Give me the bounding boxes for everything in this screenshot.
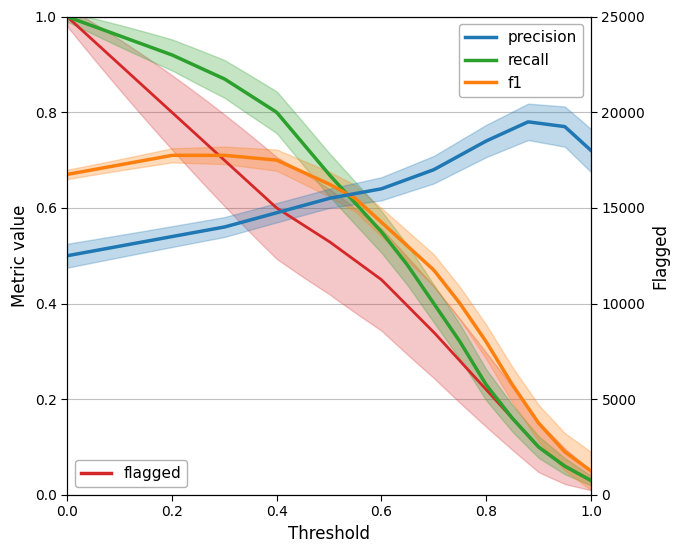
Y-axis label: Metric value: Metric value <box>11 204 29 307</box>
Legend: flagged: flagged <box>75 460 188 488</box>
Y-axis label: Flagged: Flagged <box>651 223 669 289</box>
X-axis label: Threshold: Threshold <box>288 525 370 543</box>
